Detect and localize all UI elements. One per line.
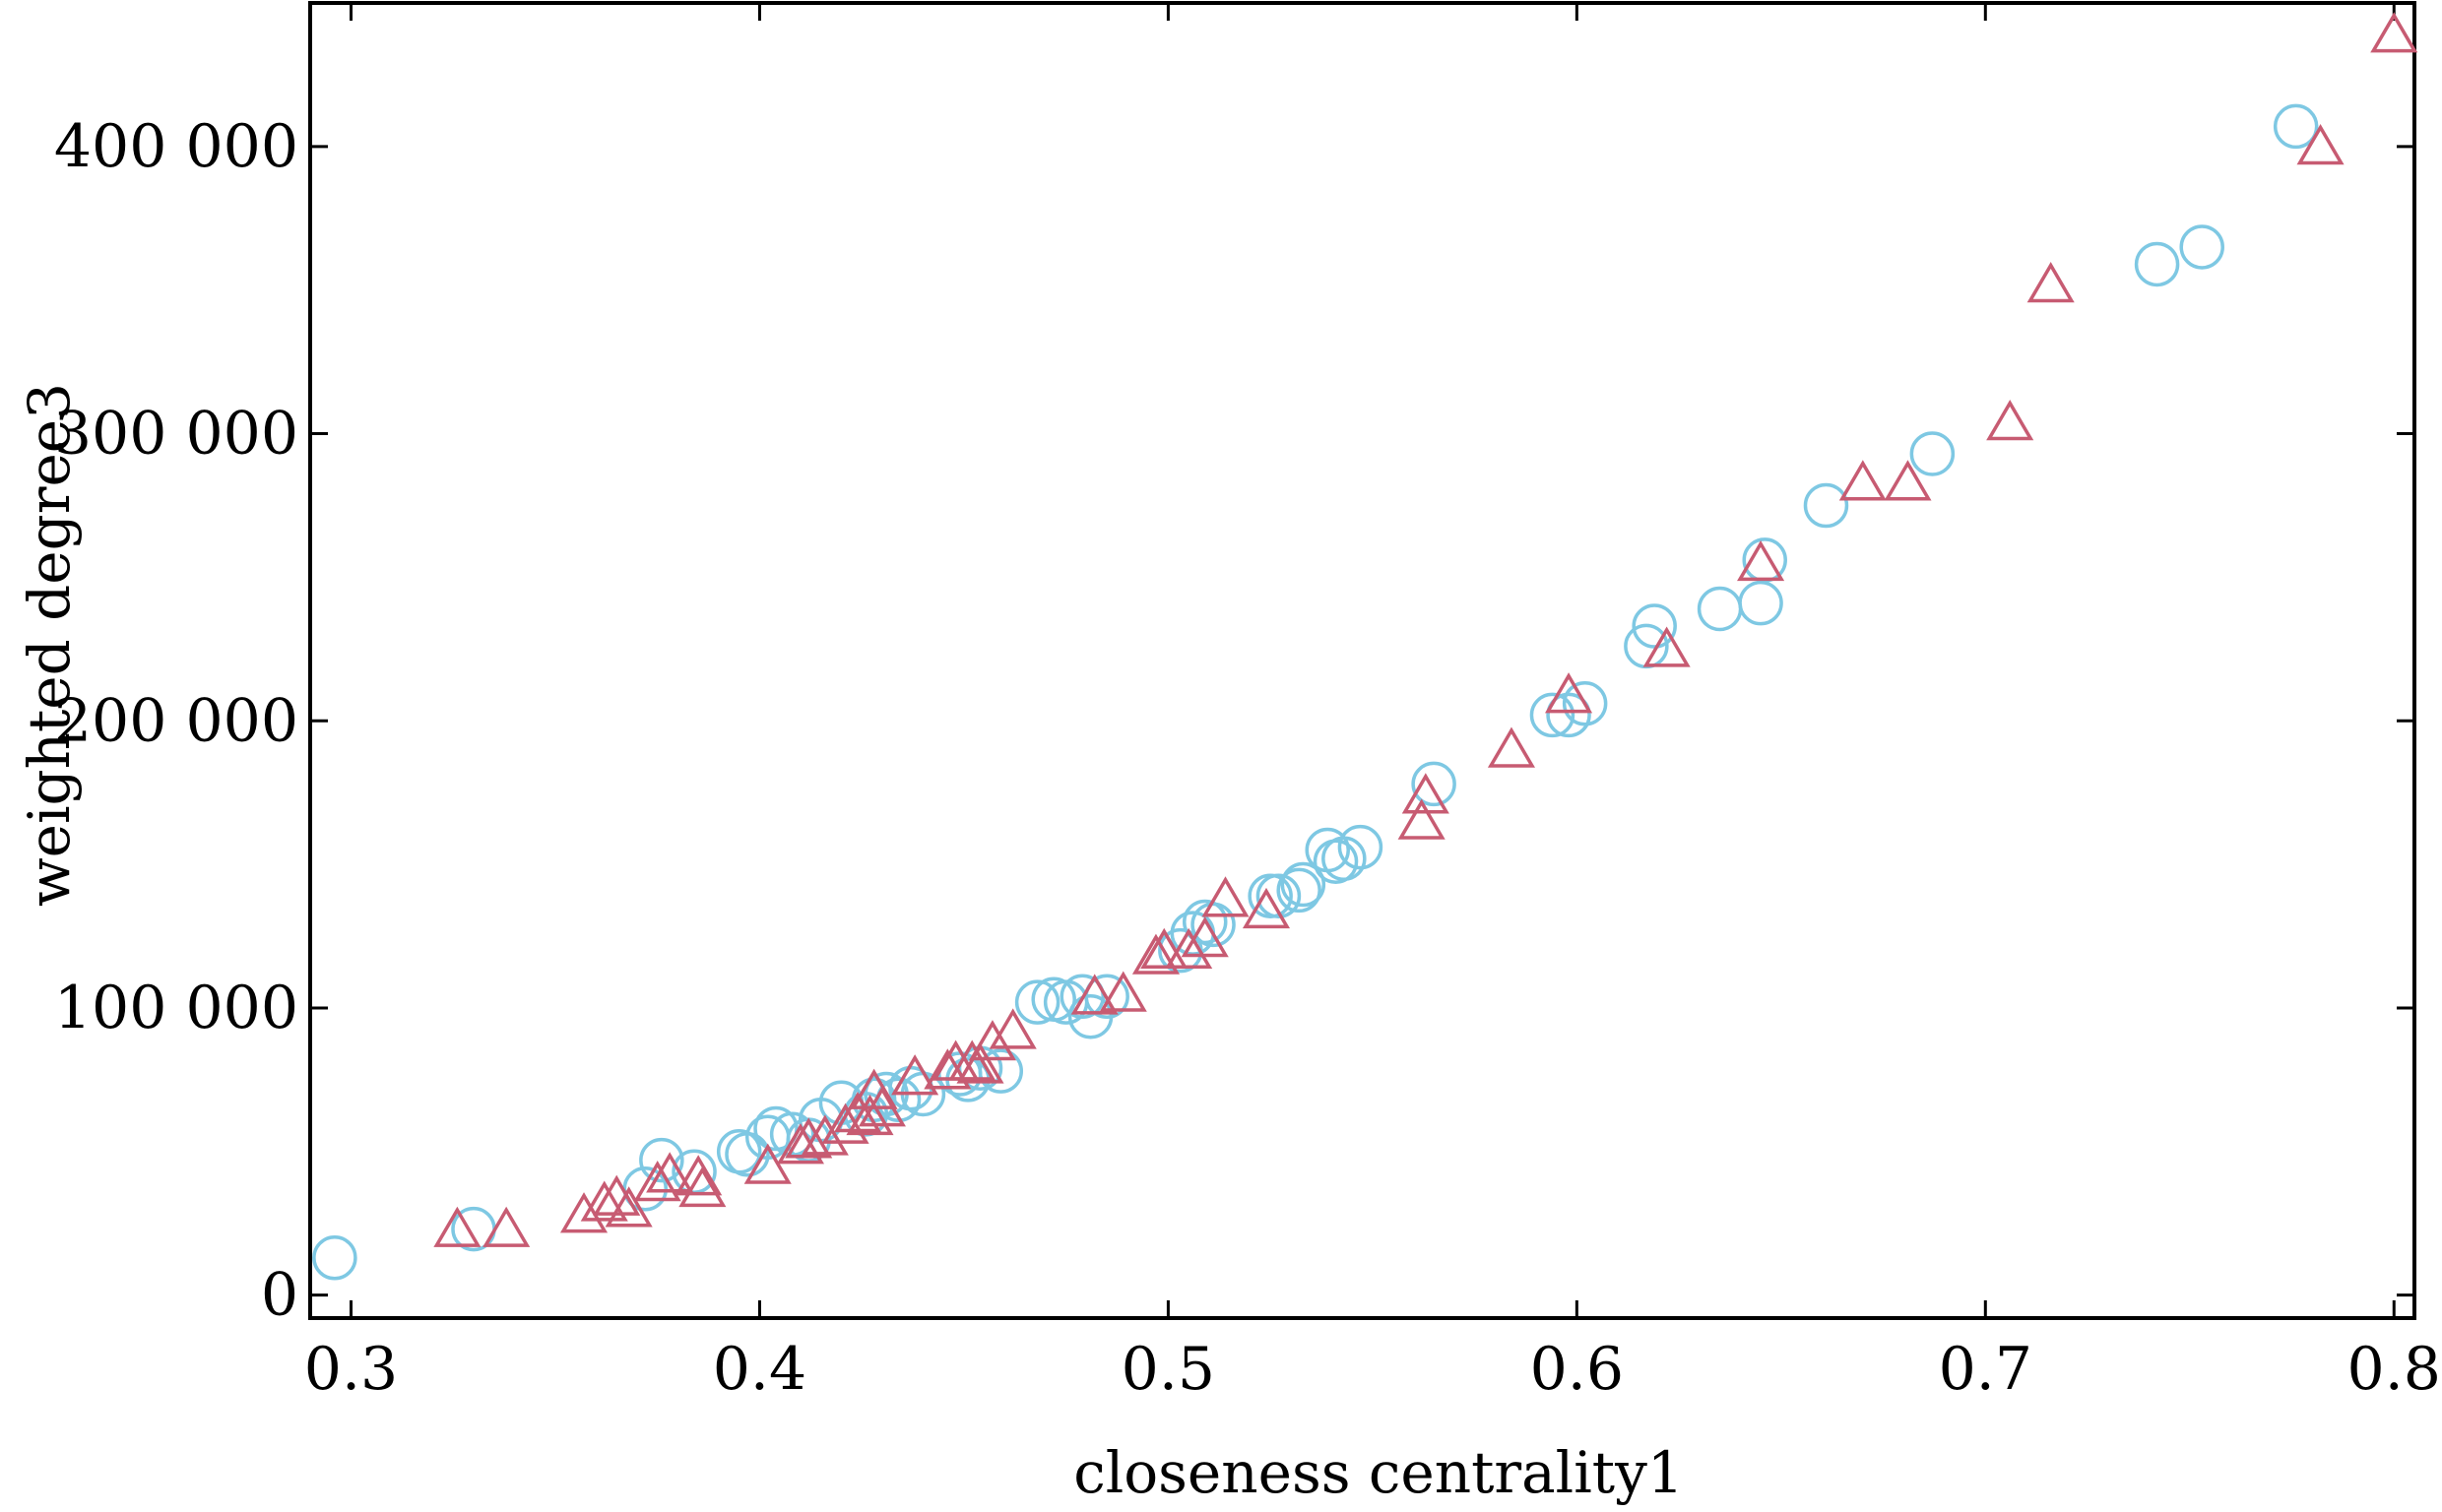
data-point-circle: [1909, 431, 1956, 476]
data-point-circle: [1562, 681, 1608, 726]
data-point-triangle: [1737, 539, 1785, 582]
data-point-circle: [1014, 979, 1060, 1025]
data-point-triangle: [1838, 460, 1887, 501]
data-point-triangle: [1397, 798, 1446, 840]
y-tick-label: 400 000: [54, 112, 298, 181]
data-point-circle: [1337, 824, 1383, 870]
data-point-circle: [978, 1048, 1024, 1094]
y-tick-label: 0: [261, 1261, 298, 1330]
plot-frame: [308, 1, 2416, 1320]
data-point-triangle: [891, 1054, 939, 1096]
data-point-circle: [2134, 241, 2180, 287]
data-point-triangle: [858, 1086, 906, 1127]
data-point-circle: [1738, 580, 1783, 626]
data-point-triangle: [1986, 400, 2034, 441]
y-tick-label: 300 000: [54, 400, 298, 469]
data-point-triangle: [1181, 916, 1229, 958]
data-point-circle: [2273, 103, 2319, 150]
data-point-triangle: [1242, 887, 1291, 929]
data-point-triangle: [956, 1042, 1004, 1084]
data-point-triangle: [968, 1020, 1017, 1061]
data-point-triangle: [1884, 460, 1932, 501]
data-point-circle: [1321, 836, 1367, 882]
x-tick-label: 0.5: [1122, 1335, 1215, 1404]
data-point-triangle: [1070, 974, 1119, 1015]
y-tick-label: 200 000: [54, 686, 298, 755]
x-axis-label: closeness centrality1: [1073, 1439, 1684, 1506]
data-point-triangle: [801, 1114, 849, 1156]
data-point-triangle: [846, 1094, 894, 1136]
data-point-triangle: [1201, 876, 1250, 917]
data-point-triangle: [743, 1143, 792, 1184]
data-point-circle: [2179, 224, 2224, 270]
x-tick-label: 0.7: [1939, 1335, 2032, 1404]
data-point-triangle: [675, 1155, 723, 1196]
data-point-triangle: [646, 1152, 694, 1193]
data-point-triangle: [2026, 261, 2075, 303]
data-point-triangle: [948, 1040, 996, 1081]
x-tick-label: 0.8: [2347, 1335, 2441, 1404]
data-point-triangle: [580, 1180, 628, 1222]
data-point-triangle: [1099, 971, 1147, 1012]
data-point-circle: [312, 1234, 357, 1281]
tick-labels: 0.3 0.4 0.5 0.6 0.7 0.8 0 100 000 200 000 300 000…: [54, 112, 2441, 1404]
data-point-triangle: [605, 1186, 653, 1228]
data-point-triangle: [989, 1008, 1037, 1049]
data-point-triangle: [678, 1166, 727, 1208]
data-point-circle: [1084, 974, 1129, 1020]
data-point-triangle: [482, 1206, 531, 1247]
data-point-triangle: [1165, 927, 1213, 969]
data-point-triangle: [785, 1117, 833, 1159]
data-point-circle: [1697, 586, 1743, 632]
x-tick-label: 0.4: [713, 1335, 806, 1404]
axis-ticks: [310, 3, 2414, 1318]
data-point-triangle: [633, 1161, 681, 1202]
x-tick-label: 0.6: [1530, 1335, 1624, 1404]
data-point-circle: [1276, 867, 1321, 914]
data-point-circle: [1632, 603, 1677, 649]
data-point-triangle: [1487, 726, 1536, 768]
data-point-triangle: [1642, 626, 1691, 667]
data-point-circle: [639, 1137, 684, 1183]
x-tick-label: 0.3: [304, 1335, 398, 1404]
data-point-circle: [1529, 692, 1575, 738]
data-points: [312, 12, 2418, 1281]
data-point-triangle: [2370, 12, 2418, 53]
y-tick-label: 100 000: [54, 974, 298, 1042]
data-point-triangle: [433, 1206, 482, 1247]
data-point-circle: [1060, 974, 1106, 1020]
data-point-circle: [1411, 761, 1456, 807]
data-point-circle: [1280, 861, 1326, 908]
data-point-circle: [1255, 873, 1302, 918]
data-point-triangle: [1545, 672, 1593, 714]
y-axis-label: weighted degree3: [16, 383, 83, 907]
data-point-triangle: [2296, 123, 2345, 165]
data-point-triangle: [1401, 773, 1449, 814]
data-point-triangle: [1140, 927, 1189, 969]
data-point-circle: [1803, 482, 1849, 529]
data-point-triangle: [1131, 933, 1180, 975]
data-point-circle: [1546, 692, 1591, 738]
